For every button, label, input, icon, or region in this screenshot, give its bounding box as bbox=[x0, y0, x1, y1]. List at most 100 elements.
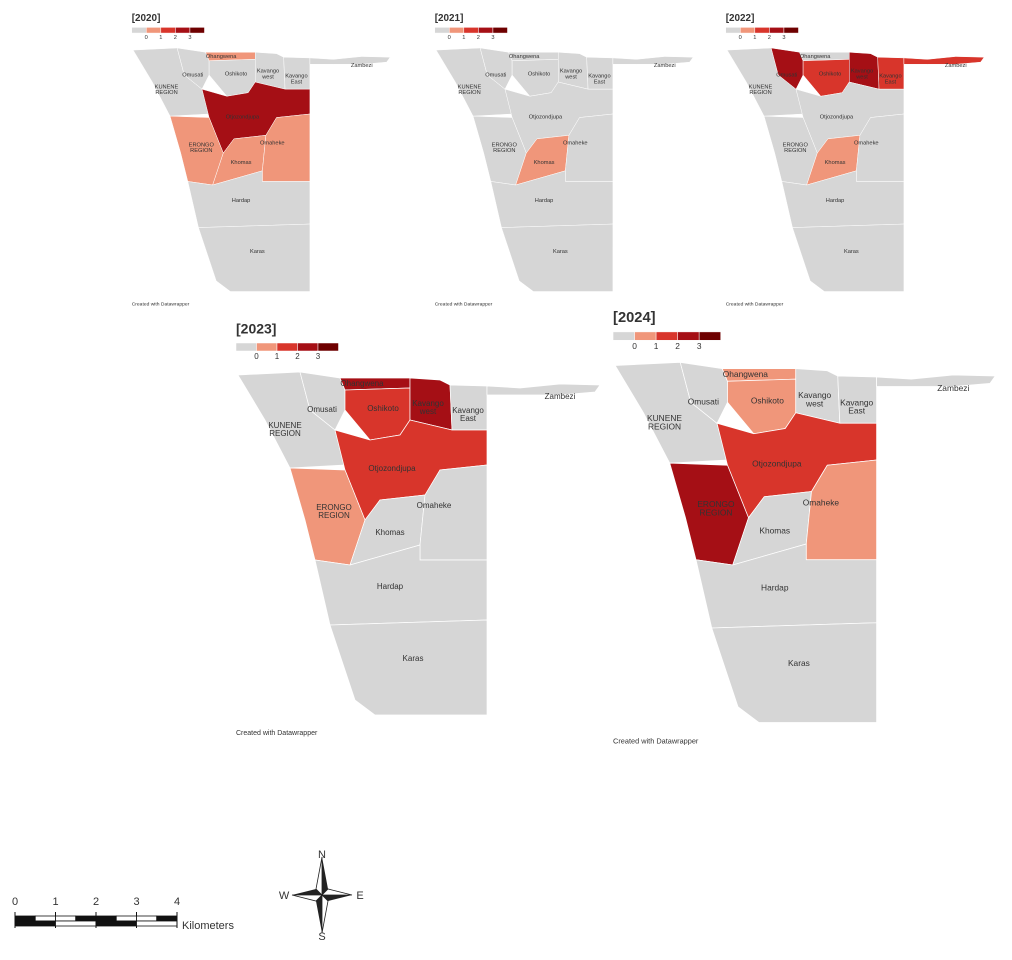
region-label: Hardap bbox=[826, 198, 845, 204]
compass-label: W bbox=[279, 890, 290, 902]
region-label: Karas bbox=[788, 658, 810, 668]
legend-tick-label: 2 bbox=[295, 352, 300, 361]
region-label: Ohangwena bbox=[206, 54, 237, 60]
region-label: Hardap bbox=[232, 198, 251, 204]
region-label: Ohangwena bbox=[340, 379, 384, 388]
region bbox=[309, 56, 391, 65]
region-label: Kavango west bbox=[851, 68, 873, 80]
legend-swatch bbox=[655, 331, 678, 341]
scale-segment bbox=[14, 920, 56, 927]
region-label: Karas bbox=[403, 654, 424, 663]
region-label: Kavango west bbox=[412, 399, 444, 416]
region-label: ERONGO REGION bbox=[316, 503, 352, 520]
region bbox=[711, 622, 877, 723]
scale-segment bbox=[14, 915, 36, 922]
region-label: Omaheke bbox=[417, 501, 452, 510]
legend-tick-label: 0 bbox=[739, 35, 742, 41]
legend-tick-label: 3 bbox=[697, 341, 702, 351]
legend-swatch bbox=[725, 27, 741, 34]
region bbox=[486, 383, 601, 396]
map-panel: [2023] 0 1 2 3 KUNENE REGION Omusati Ohangwena Os… bbox=[235, 321, 601, 737]
region bbox=[344, 387, 411, 441]
region-label: Oshikoto bbox=[819, 72, 841, 78]
region-label: Omaheke bbox=[854, 141, 879, 147]
legend-swatch bbox=[783, 27, 799, 34]
legend-tick-label: 1 bbox=[654, 341, 659, 351]
legend-swatch bbox=[256, 342, 278, 352]
region-label: Hardap bbox=[377, 582, 404, 591]
region-label: Karas bbox=[844, 249, 859, 255]
scale-segment bbox=[34, 915, 56, 922]
legend-swatch bbox=[146, 27, 162, 34]
scale-segment bbox=[95, 915, 117, 922]
legend-tick-label: 2 bbox=[174, 35, 177, 41]
region-label: Hardap bbox=[761, 582, 789, 592]
credit: Created with Datawrapper bbox=[726, 302, 784, 308]
map-title: [2024] bbox=[613, 310, 656, 326]
region bbox=[198, 223, 311, 292]
scale-segment bbox=[95, 920, 137, 927]
legend-tick-label: 0 bbox=[145, 35, 148, 41]
legend-tick-label: 1 bbox=[753, 35, 756, 41]
legend-swatch bbox=[769, 27, 785, 34]
legend-swatch bbox=[740, 27, 756, 34]
map-title: [2022] bbox=[726, 13, 755, 24]
legend-tick-label: 2 bbox=[768, 35, 771, 41]
map-title: [2020] bbox=[132, 13, 161, 24]
legend-tick-label: 0 bbox=[254, 352, 259, 361]
region bbox=[802, 59, 850, 97]
region-label: Karas bbox=[250, 249, 265, 255]
region-label: Kavango East bbox=[285, 73, 307, 85]
region-label: Karas bbox=[553, 249, 568, 255]
scale-segment bbox=[136, 920, 178, 927]
scale-tick-label: 3 bbox=[133, 896, 139, 908]
scale-tick-label: 1 bbox=[52, 896, 58, 908]
region-label: Otjozondjupa bbox=[752, 458, 802, 468]
region-label: Khomas bbox=[231, 160, 252, 166]
region-label: Khomas bbox=[825, 160, 846, 166]
legend-tick-label: 2 bbox=[675, 341, 680, 351]
region-label: ERONGO REGION bbox=[492, 142, 518, 154]
region-label: Otjozondjupa bbox=[226, 114, 260, 120]
scale-segment bbox=[115, 915, 137, 922]
compass-needle bbox=[315, 856, 323, 896]
region-label: Omaheke bbox=[563, 141, 588, 147]
legend-swatch bbox=[276, 342, 298, 352]
region-label: KUNENE REGION bbox=[458, 84, 482, 96]
legend-tick-label: 3 bbox=[188, 35, 191, 41]
compass-label: N bbox=[318, 849, 326, 861]
region bbox=[612, 56, 694, 65]
region-label: Zambezi bbox=[937, 383, 969, 393]
region-label: Zambezi bbox=[545, 392, 576, 401]
region-label: Omusati bbox=[485, 72, 506, 78]
region-label: Ohangwena bbox=[723, 369, 769, 379]
region bbox=[792, 223, 905, 292]
region-label: Kavango East bbox=[879, 73, 901, 85]
scale-segment bbox=[75, 915, 97, 922]
legend-swatch bbox=[492, 27, 508, 34]
credit: Created with Datawrapper bbox=[132, 302, 190, 308]
legend-swatch bbox=[175, 27, 191, 34]
region-label: Khomas bbox=[534, 160, 555, 166]
compass-label: S bbox=[318, 931, 325, 943]
compass-needle bbox=[321, 894, 329, 934]
legend-swatch bbox=[434, 27, 450, 34]
legend-swatch bbox=[698, 331, 721, 341]
region-label: KUNENE REGION bbox=[749, 84, 773, 96]
legend-swatch bbox=[478, 27, 494, 34]
region bbox=[511, 59, 559, 97]
credit: Created with Datawrapper bbox=[613, 736, 699, 745]
legend-tick-label: 1 bbox=[275, 352, 280, 361]
map-panel: [2024] 0 1 2 3 KUNENE REGION Omusati Ohangwena Os… bbox=[612, 310, 996, 745]
region-label: Otjozondjupa bbox=[820, 114, 854, 120]
region-label: Omusati bbox=[307, 405, 337, 414]
scale-segment bbox=[136, 915, 158, 922]
region-label: Zambezi bbox=[945, 63, 967, 69]
legend-tick-label: 3 bbox=[491, 35, 494, 41]
legend-tick-label: 1 bbox=[159, 35, 162, 41]
region-label: Omusati bbox=[182, 72, 203, 78]
region-label: Oshikoto bbox=[751, 395, 784, 405]
